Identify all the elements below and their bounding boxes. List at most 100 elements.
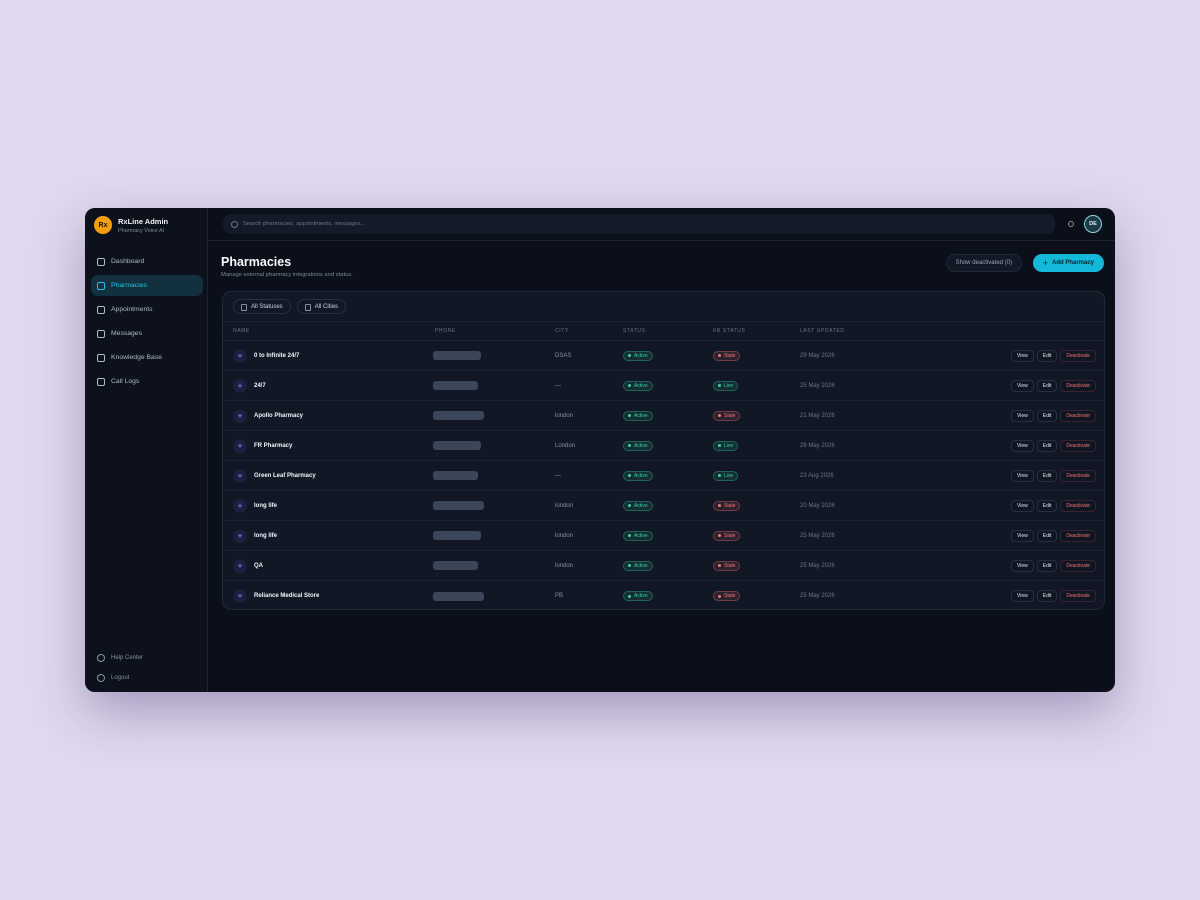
nav-item[interactable]: Messages	[91, 323, 203, 344]
nav-item[interactable]: Knowledge Base	[91, 347, 203, 368]
search[interactable]: Search pharmacies, appointments, message…	[223, 214, 1055, 234]
action-button[interactable]: Deactivate	[1060, 439, 1096, 452]
nav-icon	[97, 377, 105, 386]
city: london	[555, 412, 574, 419]
nav-label: Messages	[111, 330, 142, 337]
show-deactivated-button[interactable]: Show deactivated (0)	[945, 254, 1022, 272]
action-button[interactable]: Deactivate	[1060, 499, 1096, 512]
nav-item[interactable]: Appointments	[91, 299, 203, 320]
action-button[interactable]: Deactivate	[1060, 590, 1096, 602]
action-button[interactable]: View	[1011, 409, 1034, 422]
footer-label: Help Center	[111, 655, 144, 661]
action-button[interactable]: View	[1011, 379, 1034, 392]
nav-item[interactable]: Pharmacies	[91, 275, 203, 296]
action-button[interactable]: Edit	[1036, 559, 1058, 572]
kb-status-cell: Stale	[713, 500, 800, 511]
action-button[interactable]: Deactivate	[1060, 379, 1096, 392]
action-button[interactable]: View	[1011, 499, 1034, 512]
action-button[interactable]: Edit	[1036, 529, 1058, 542]
action-button[interactable]: Deactivate	[1060, 559, 1096, 572]
avatar[interactable]: DE	[1084, 215, 1102, 233]
action-button[interactable]: Edit	[1036, 590, 1058, 602]
filter-button[interactable]: All Statuses	[233, 299, 291, 314]
table-row: + long life london Active Stale 20 May 2026 Vi…	[223, 491, 1104, 521]
pharmacy-name: 24/7	[254, 382, 266, 389]
status-cell: Active	[623, 591, 713, 601]
row-icon: +	[233, 378, 247, 393]
column-header: KB STATUS	[713, 328, 746, 334]
last-updated: 25 May 2026	[800, 382, 835, 389]
action-button[interactable]: Edit	[1036, 439, 1058, 452]
last-updated: 26 May 2026	[800, 442, 835, 449]
last-updated: 25 May 2026	[800, 532, 835, 539]
table-row: +24/7 — Active Live 25 May 2026 View Edit Deact…	[223, 371, 1104, 401]
name-cell: + FR Pharmacy	[233, 438, 435, 453]
phone-cell	[433, 471, 555, 480]
row-actions: View Edit Deactivate	[986, 529, 1096, 542]
name-cell: + long life	[233, 498, 435, 513]
action-button[interactable]: View	[1011, 529, 1034, 542]
phone-redacted	[433, 591, 484, 601]
filter-button[interactable]: All Cities	[296, 299, 347, 314]
status-cell: Active	[623, 410, 713, 421]
action-button[interactable]: Edit	[1036, 409, 1058, 422]
pharmacy-name: Reliance Medical Store	[254, 593, 320, 599]
status-cell: Active	[623, 560, 713, 571]
nav-item[interactable]: Dashboard	[91, 251, 203, 272]
page-subtitle: Manage external pharmacy integrations an…	[221, 272, 353, 278]
nav-item[interactable]: Call Logs	[91, 371, 203, 392]
action-button[interactable]: Deactivate	[1060, 469, 1096, 482]
kb-status-cell: Stale	[713, 350, 800, 361]
footer-icon	[97, 654, 105, 662]
action-button[interactable]: Deactivate	[1060, 349, 1096, 362]
footer-link[interactable]: Help Center	[97, 648, 143, 668]
footer-link[interactable]: Logout	[97, 668, 143, 688]
add-button[interactable]: Add Pharmacy	[1032, 254, 1104, 272]
action-button[interactable]: Edit	[1036, 349, 1058, 362]
action-button[interactable]: Edit	[1036, 379, 1058, 392]
phone-cell	[433, 411, 555, 420]
kb-status-cell: Live	[713, 380, 800, 391]
table-header: NAME PHONE CITY STATUS KB STATUS LAST UPDATED	[223, 322, 1104, 341]
nav-icon	[97, 305, 105, 314]
city: London	[555, 442, 576, 449]
name-cell: + long life	[233, 528, 435, 543]
action-button[interactable]: View	[1011, 349, 1034, 362]
status-cell: Active	[623, 530, 713, 541]
nav-icon	[97, 257, 105, 266]
nav-icon	[97, 281, 105, 290]
name-cell: + Reliance Medical Store	[233, 589, 435, 603]
status-cell: Active	[623, 440, 713, 451]
row-icon: +	[233, 408, 247, 423]
row-actions: View Edit Deactivate	[986, 590, 1096, 602]
sidebar-footer: Help Center Logout	[97, 648, 143, 688]
kb-status-cell: Stale	[713, 410, 800, 421]
nav-label: Call Logs	[111, 378, 140, 385]
phone-cell	[433, 441, 555, 450]
topbar: Search pharmacies, appointments, message…	[208, 208, 1115, 241]
kb-status-cell: Live	[713, 470, 800, 481]
action-button[interactable]: View	[1011, 590, 1034, 602]
action-button[interactable]: View	[1011, 559, 1034, 572]
status-cell: Active	[623, 470, 713, 481]
status-badge: Active	[623, 470, 653, 481]
status-cell: Active	[623, 500, 713, 511]
theme-toggle[interactable]	[1068, 221, 1074, 227]
phone-cell	[433, 561, 555, 570]
action-button[interactable]: View	[1011, 439, 1034, 452]
pharmacy-name: 0 to Infinite 24/7	[254, 352, 300, 359]
action-button[interactable]: Deactivate	[1060, 409, 1096, 422]
filters: All Statuses All Cities	[223, 292, 1104, 322]
last-updated: 20 May 2026	[800, 502, 835, 509]
nav-icon	[97, 353, 105, 362]
action-button[interactable]: Deactivate	[1060, 529, 1096, 542]
action-button[interactable]: View	[1011, 469, 1034, 482]
phone-cell	[433, 531, 555, 540]
phone-redacted	[433, 471, 478, 480]
action-button[interactable]: Edit	[1036, 499, 1058, 512]
name-cell: + Green Leaf Pharmacy	[233, 468, 435, 483]
action-button[interactable]: Edit	[1036, 469, 1058, 482]
row-icon: +	[233, 589, 247, 603]
status-badge: Active	[623, 560, 653, 571]
city: london	[555, 562, 574, 569]
